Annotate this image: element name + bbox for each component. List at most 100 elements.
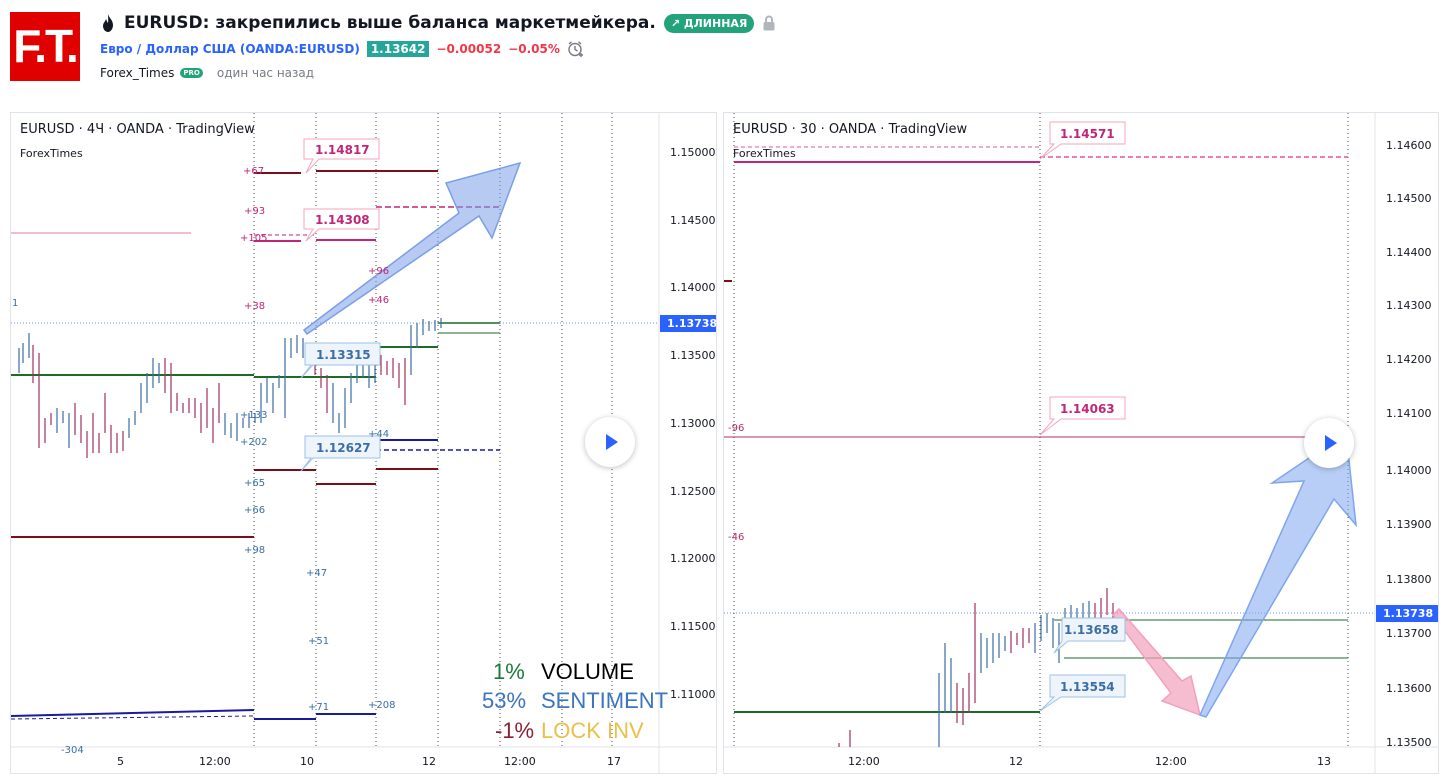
svg-text:+208: +208 [368,700,395,711]
svg-text:1.14200: 1.14200 [1386,353,1432,366]
svg-text:12:00: 12:00 [504,755,536,768]
left-chart-panel[interactable]: 1.14817 1.14308 1.13315 1.12627 +67 +93 … [10,112,717,774]
right-chart-study: ForexTimes [733,147,796,160]
svg-text:+65: +65 [244,478,265,489]
right-last-price-tag-bg [1376,605,1438,622]
alarm-clock-icon[interactable] [567,40,585,58]
svg-text:1.13700: 1.13700 [1386,627,1432,640]
svg-text:1.14600: 1.14600 [1386,139,1432,152]
svg-text:+202: +202 [240,437,267,448]
svg-text:+93: +93 [244,206,265,217]
svg-text:12:00: 12:00 [199,755,231,768]
symbol-row: Евро / Доллар США (OANDA:EURUSD) 1.13642… [100,39,585,59]
svg-text:12: 12 [422,755,436,768]
right-session-lines [733,113,1349,747]
stat-volume-pct: 1% [493,659,525,684]
svg-text:+51: +51 [308,636,329,647]
svg-text:+46: +46 [368,295,389,306]
stat-lockinv-pct: -1% [495,718,535,743]
svg-text:1.14100: 1.14100 [1386,407,1432,420]
svg-text:+133: +133 [240,410,267,421]
callout-1-12627: 1.12627 [316,441,371,455]
right-chart-panel[interactable]: 1.14571 1.14063 1.13658 1.13554 -96 -46 … [723,112,1439,774]
play-icon [606,434,618,450]
callout-1-14063: 1.14063 [1060,402,1115,416]
svg-text:10: 10 [300,755,314,768]
stat-sentiment-pct: 53% [482,688,527,713]
svg-text:+96: +96 [368,266,389,277]
lock-icon [763,15,775,31]
callout-1-13658: 1.13658 [1064,623,1119,637]
left-candles [18,318,442,458]
svg-text:1.13900: 1.13900 [1386,518,1432,531]
right-last-price-tag: 1.13738 [1383,607,1433,620]
left-chart-legend: EURUSD · 4Ч · OANDA · TradingView [20,122,255,137]
left-levels [11,170,500,720]
right-down-arrow [1112,607,1202,717]
svg-text:1.11500: 1.11500 [670,620,716,633]
right-callouts: 1.14571 1.14063 1.13658 1.13554 [1039,121,1126,712]
svg-text:+98: +98 [244,545,265,556]
left-last-price-tag: 1.13738 [667,317,717,330]
left-session-lines [253,113,613,747]
svg-text:17: 17 [607,755,621,768]
pro-badge: PRO [180,68,203,78]
left-chart-canvas[interactable]: 1.14817 1.14308 1.13315 1.12627 +67 +93 … [11,113,717,774]
svg-text:-96: -96 [728,423,744,434]
svg-text:12:00: 12:00 [848,755,880,768]
svg-text:1.15000: 1.15000 [670,146,716,159]
left-time-axis: 5 12:00 10 12 12:00 17 [117,755,621,768]
change-pct: −0.05% [508,42,560,56]
svg-text:1.12000: 1.12000 [670,552,716,565]
right-chart-canvas[interactable]: 1.14571 1.14063 1.13658 1.13554 -96 -46 … [724,113,1439,774]
left-small-labels: +67 +93 +105 +38 +96 +46 +133 +202 +44 +… [12,166,395,756]
idea-title: EURUSD: закрепились выше баланса маркетм… [124,13,656,33]
svg-text:1.14400: 1.14400 [1386,246,1432,259]
symbol-link[interactable]: Евро / Доллар США (OANDA:EURUSD) [100,42,360,56]
svg-text:1.13500: 1.13500 [670,349,716,362]
left-up-arrow [302,161,522,336]
play-icon [1325,435,1337,451]
left-price-axis: 1.15000 1.14500 1.14000 1.13500 1.13000 … [670,146,716,701]
svg-text:+71: +71 [308,702,329,713]
svg-text:1: 1 [12,298,18,309]
svg-text:5: 5 [117,755,124,768]
svg-text:1.13600: 1.13600 [1386,682,1432,695]
left-play-button[interactable] [585,417,635,467]
svg-text:1.13500: 1.13500 [1386,736,1432,749]
author-row: Forex_Times PRO один час назад [100,64,314,82]
stat-lockinv-label: LOCK INV [541,718,644,743]
left-callouts: 1.14817 1.14308 1.13315 1.12627 [300,138,381,472]
brand-logo[interactable]: F.T. [10,12,80,81]
last-price-badge: 1.13642 [366,41,430,57]
left-chart-study: ForexTimes [20,147,83,160]
svg-text:1.14000: 1.14000 [1386,464,1432,477]
svg-text:1.14300: 1.14300 [1386,299,1432,312]
svg-text:+47: +47 [306,568,327,579]
svg-text:12: 12 [1009,755,1023,768]
callout-1-13554: 1.13554 [1060,680,1115,694]
svg-text:1.14500: 1.14500 [1386,192,1432,205]
fire-icon [103,14,113,32]
svg-text:+105: +105 [240,233,267,244]
svg-text:1.13000: 1.13000 [670,417,716,430]
svg-text:1.14000: 1.14000 [670,281,716,294]
callout-1-13315: 1.13315 [316,348,371,362]
author-name[interactable]: Forex_Times [100,66,175,80]
left-last-price-tag-bg [660,315,716,332]
right-up-arrow [1198,431,1358,718]
svg-text:+67: +67 [243,166,264,177]
svg-text:12:00: 12:00 [1155,755,1187,768]
svg-text:+38: +38 [244,301,265,312]
change-abs: −0.00052 [436,42,502,56]
svg-text:+44: +44 [368,429,389,440]
right-candles [838,588,1114,747]
right-play-button[interactable] [1304,418,1354,468]
long-badge[interactable]: ↗ ДЛИННАЯ [663,13,755,33]
svg-text:1.13800: 1.13800 [1386,573,1432,586]
callout-1-14571: 1.14571 [1060,127,1115,141]
right-small-labels: -96 -46 [728,423,744,543]
svg-text:1.11000: 1.11000 [670,688,716,701]
svg-text:+66: +66 [244,505,265,516]
